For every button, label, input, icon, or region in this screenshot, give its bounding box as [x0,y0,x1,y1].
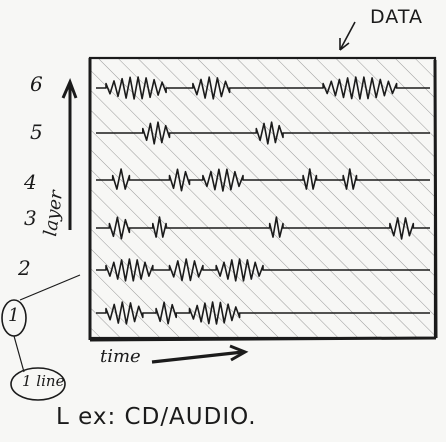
data-pointer-arrowhead [339,38,350,51]
time-axis-arrowhead [229,344,249,362]
waveform-row-layer-4 [96,168,430,192]
waveform-row-layer-3 [96,216,430,240]
waveform-row-layer-2 [96,258,430,282]
data-pointer-arrow [339,21,356,51]
one-line-label: 1 line [22,372,65,390]
one-line-circle [10,367,66,401]
waveform-row-layer-1 [96,301,430,325]
caption: L ex: CD/AUDIO. [56,404,257,430]
layer-number-6: 6 [30,72,43,96]
waveform-row-layer-6 [96,76,430,100]
data-block [88,56,437,340]
data-label: DATA [370,6,423,28]
time-axis-arrow [151,350,244,364]
layer-number-2: 2 [18,256,31,280]
layer-number-4: 4 [24,170,37,194]
data-block-outline [88,58,438,342]
layer-number-5: 5 [30,120,43,144]
layer-number-1: 1 [8,305,20,326]
waveform-row-layer-5 [96,121,430,145]
data-rows [96,76,430,325]
layer-1-connector [13,335,25,373]
time-axis-label: time [100,346,141,367]
layer-axis-arrowhead [61,78,78,99]
layer-1-pointer [19,274,81,301]
layer-number-3: 3 [24,206,37,230]
